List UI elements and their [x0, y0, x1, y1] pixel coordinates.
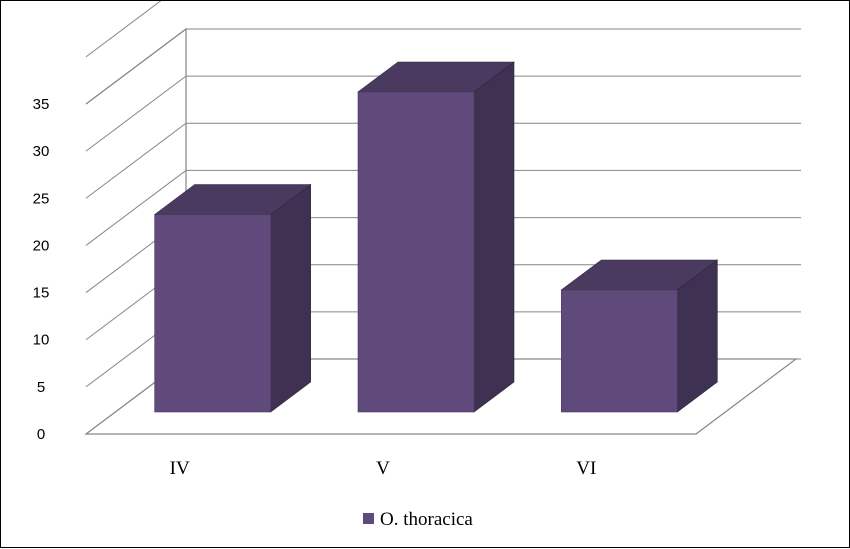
gridline-diagonal — [85, 122, 187, 199]
x-category-label: V — [376, 458, 390, 479]
x-category-label: IV — [170, 458, 190, 479]
gridline-diagonal — [85, 75, 187, 152]
bar-IV — [153, 183, 312, 413]
bar-side — [270, 183, 311, 413]
legend-swatch-o-thoracica — [363, 513, 374, 524]
x-category-label: VI — [576, 458, 596, 479]
bar-V — [357, 61, 515, 413]
gridline-diagonal — [85, 28, 187, 105]
bar-side — [473, 61, 515, 413]
bar-front — [561, 289, 678, 413]
legend: O. thoracica — [363, 509, 473, 530]
y-axis-ticks: 0 5 10 15 20 25 30 35 — [33, 96, 50, 443]
bar-front — [154, 214, 271, 413]
x-axis-categories: IV V VI — [170, 458, 597, 479]
legend-label-o-thoracica: O. thoracica — [380, 509, 473, 530]
gridline-diagonal — [85, 1, 162, 58]
y-tick-label: 5 — [37, 379, 45, 396]
bar-VI — [560, 259, 719, 413]
bar-front — [357, 91, 475, 413]
y-tick-label: 35 — [33, 96, 50, 113]
y-tick-label: 30 — [33, 143, 50, 160]
y-tick-label: 0 — [37, 426, 45, 443]
y-tick-label: 15 — [33, 285, 50, 302]
y-tick-label: 25 — [33, 190, 50, 207]
y-tick-label: 10 — [33, 332, 50, 349]
gridline-diagonal — [85, 170, 187, 246]
y-tick-label: 20 — [33, 237, 50, 254]
bars — [153, 61, 719, 413]
